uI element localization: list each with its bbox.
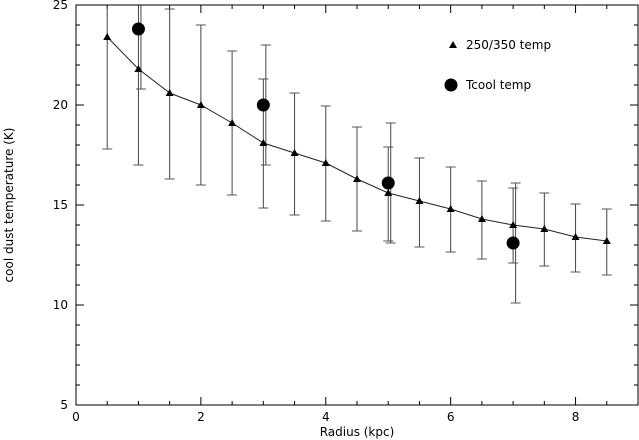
triangle-point (446, 205, 455, 212)
y-tick-labels: 5 10 15 20 25 (53, 0, 68, 412)
circle-point (256, 98, 270, 112)
circle-point (506, 236, 520, 250)
data-markers (103, 22, 611, 250)
triangle-point (353, 175, 361, 182)
x-axis-label: Radius (kpc) (320, 425, 395, 439)
triangle-point (134, 65, 143, 72)
y-axis-label: cool dust temperature (K) (2, 128, 16, 283)
triangle-point (509, 221, 518, 228)
legend: 250/350 temp Tcool temp (444, 38, 551, 92)
legend-label-250-350: 250/350 temp (466, 38, 551, 52)
triangle-point (602, 237, 611, 244)
triangle-point (477, 215, 486, 222)
triangle-point (228, 119, 237, 126)
triangle-point (259, 139, 268, 146)
y-tick-label: 15 (53, 198, 68, 212)
circle-point (381, 176, 395, 190)
x-tick-label: 8 (572, 410, 580, 424)
x-tick-label: 0 (72, 410, 80, 424)
triangle-point (290, 149, 299, 156)
triangle-point (321, 159, 330, 166)
triangle-point (571, 233, 580, 240)
y-tick-label: 25 (53, 0, 68, 12)
x-tick-label: 2 (197, 410, 205, 424)
x-tick-label: 6 (447, 410, 455, 424)
triangle-point (196, 101, 205, 108)
y-tick-label: 5 (60, 398, 68, 412)
x-tick-labels: 0 2 4 6 8 (72, 410, 579, 424)
triangle-point (384, 189, 393, 196)
plot-frame (75, 4, 639, 406)
triangle-point (165, 89, 174, 96)
y-tick-label: 10 (53, 298, 68, 312)
legend-triangle-marker (449, 41, 457, 48)
triangle-point (103, 33, 112, 40)
circle-point (131, 22, 145, 36)
y-tick-label: 20 (53, 98, 68, 112)
legend-circle-marker (444, 78, 458, 92)
triangle-point (415, 197, 424, 204)
triangle-point (540, 225, 549, 232)
x-tick-label: 4 (322, 410, 330, 424)
legend-label-tcool: Tcool temp (465, 78, 531, 92)
